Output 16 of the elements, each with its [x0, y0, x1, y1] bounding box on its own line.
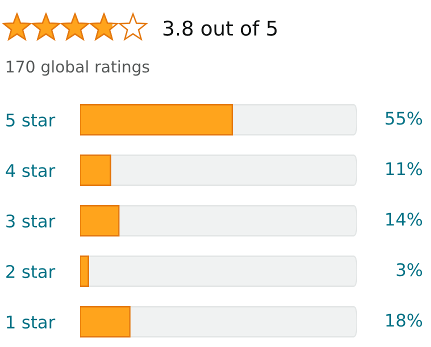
chart-title: 3.8 out of 5: [164, 20, 277, 36]
y-tick-label: 4 star: [6, 164, 56, 178]
y-tick-label: 5 star: [6, 114, 56, 127]
bar: [80, 306, 131, 338]
data-label: 11%: [386, 162, 422, 176]
chart-subtitle: 170 global ratings: [6, 60, 150, 76]
data-label: 14%: [386, 212, 422, 226]
bar: [80, 154, 112, 186]
y-tick-label: 1 star: [6, 316, 56, 329]
data-label: 3%: [396, 263, 422, 276]
y-tick-label: 3 star: [6, 214, 56, 228]
bar: [80, 256, 90, 287]
data-label: 55%: [386, 112, 422, 125]
bar: [80, 205, 120, 236]
data-label: 18%: [386, 314, 422, 327]
y-tick-label: 2 star: [6, 264, 56, 278]
